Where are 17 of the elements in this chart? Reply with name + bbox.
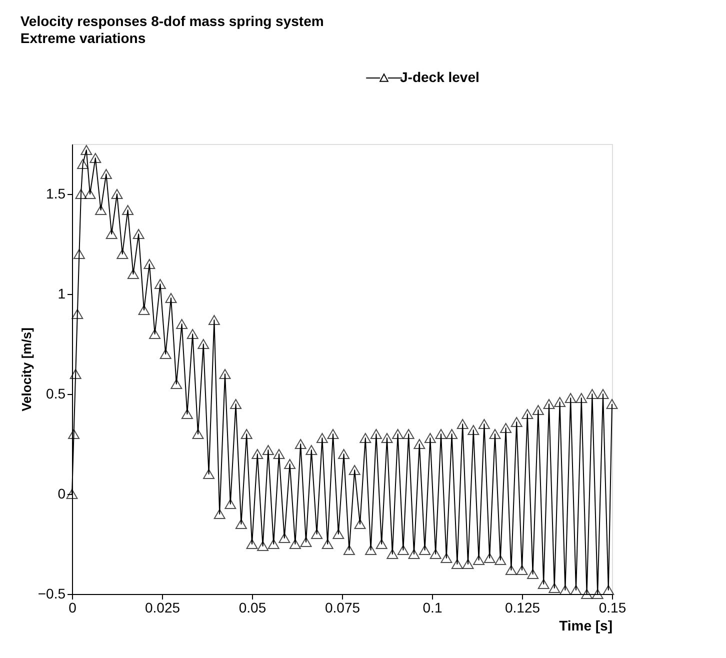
x-tick-label: 0.15 bbox=[598, 600, 626, 616]
y-tick-label: 1 bbox=[58, 286, 66, 302]
x-tick-label: 0.125 bbox=[504, 600, 540, 616]
x-tick-label: 0.05 bbox=[238, 600, 266, 616]
y-tick-label: −0.5 bbox=[38, 586, 66, 602]
y-tick-label: 0 bbox=[58, 486, 66, 502]
x-tick-label: 0.025 bbox=[144, 600, 180, 616]
chart-title: Velocity responses 8-dof mass spring system bbox=[20, 13, 324, 29]
y-axis-title: Velocity [m/s] bbox=[18, 328, 34, 412]
x-tick-label: 0.1 bbox=[422, 600, 442, 616]
legend-label: J-deck level bbox=[400, 69, 480, 85]
y-tick-label: 1.5 bbox=[46, 186, 66, 202]
x-tick-label: 0.075 bbox=[324, 600, 360, 616]
x-tick-label: 0 bbox=[68, 600, 77, 616]
y-tick-label: 0.5 bbox=[46, 386, 66, 402]
chart-subtitle: Extreme variations bbox=[20, 30, 146, 46]
x-axis-title: Time [s] bbox=[559, 618, 612, 634]
